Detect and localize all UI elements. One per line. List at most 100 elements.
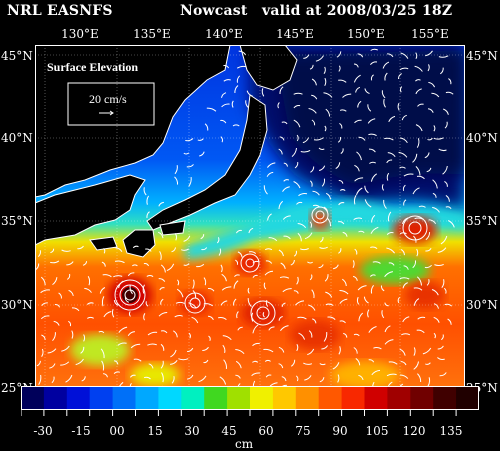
current-vector: [370, 246, 378, 250]
korean-peninsula: [35, 174, 146, 246]
current-vector: [311, 289, 315, 299]
current-vector: [302, 137, 310, 144]
current-vector: [342, 93, 352, 98]
lon-label-155: 155°E: [411, 27, 449, 41]
current-vector: [278, 316, 283, 321]
lon-label-135: 135°E: [133, 27, 171, 41]
current-vector: [252, 260, 259, 264]
current-vector: [220, 264, 223, 273]
lon-label-145: 145°E: [276, 27, 314, 41]
current-vector: [235, 374, 241, 379]
current-vector: [298, 332, 306, 340]
current-vector: [83, 334, 86, 342]
current-vector: [438, 55, 449, 58]
kuroshio-front: [185, 201, 465, 260]
current-vector: [384, 302, 389, 307]
current-vector: [100, 348, 105, 359]
current-vector: [370, 48, 379, 51]
current-vector: [399, 348, 406, 356]
current-vector: [265, 374, 272, 378]
current-vector: [246, 90, 253, 97]
current-vector: [53, 320, 60, 326]
colorbar-cell: [112, 386, 136, 410]
orange-patch-south: [330, 361, 400, 389]
current-vector: [87, 275, 91, 286]
current-vector: [355, 357, 361, 366]
current-vector: [356, 296, 360, 305]
current-vector: [263, 348, 274, 353]
current-vector: [437, 247, 447, 253]
colorbar-cell: [89, 386, 114, 410]
current-vector: [298, 192, 308, 197]
current-vector: [127, 331, 135, 336]
current-vector: [381, 310, 385, 319]
current-vector: [113, 300, 119, 306]
current-vector: [339, 122, 343, 129]
current-vector: [447, 220, 455, 228]
current-vector: [291, 359, 296, 367]
current-vector: [364, 199, 372, 208]
lat-label-35-left: 35°N: [1, 214, 33, 228]
current-vector: [86, 302, 94, 305]
current-vector: [84, 287, 92, 293]
colorbar-cell: [250, 386, 274, 410]
sea-surface-elevation-map: Surface Elevation 20 cm/s: [35, 45, 465, 403]
current-vector: [264, 359, 271, 362]
current-vector: [312, 318, 317, 324]
current-vector: [384, 339, 394, 345]
current-vector: [132, 245, 139, 249]
model-name: NRL EASNFS: [7, 3, 113, 19]
current-vector: [425, 362, 431, 365]
colorbar-label: 60: [258, 424, 274, 438]
colorbar-cell: [43, 386, 68, 410]
colorbar-label: 105: [365, 424, 389, 438]
current-vector: [338, 180, 344, 184]
current-vector: [282, 186, 290, 192]
current-vector: [87, 316, 94, 319]
eddy-swirls: [114, 206, 428, 326]
current-vector: [204, 123, 209, 131]
current-vector: [218, 248, 222, 256]
current-vectors: [35, 48, 455, 399]
valid-time: valid at 2008/03/25 18Z: [262, 3, 453, 19]
current-vector: [113, 371, 120, 374]
current-vector: [416, 276, 422, 286]
current-vector: [340, 148, 344, 155]
current-vector: [200, 234, 205, 240]
current-vector: [433, 316, 440, 323]
current-vector: [370, 274, 376, 277]
current-vector: [232, 124, 240, 127]
current-vector: [353, 217, 363, 221]
current-vector: [61, 249, 71, 252]
current-vector: [437, 345, 444, 350]
current-vector: [266, 162, 276, 168]
current-vector: [220, 136, 224, 143]
current-vector: [332, 362, 340, 370]
current-vector: [188, 332, 191, 339]
current-vector: [325, 108, 331, 117]
lat-label-35-right: 35°N: [466, 214, 498, 228]
current-vector: [297, 232, 302, 242]
current-vector: [143, 187, 147, 196]
current-vector: [222, 344, 226, 354]
current-vector: [439, 372, 447, 377]
current-vector: [54, 304, 61, 308]
current-vector: [425, 50, 433, 57]
current-vector: [236, 75, 241, 83]
current-vector: [427, 108, 434, 113]
current-vector: [236, 311, 239, 319]
current-vector: [414, 65, 423, 72]
meander-eddy: [310, 210, 330, 230]
colorbar-label: -30: [33, 424, 53, 438]
current-vector: [312, 190, 320, 196]
current-vector: [49, 363, 56, 369]
current-vector: [388, 115, 396, 123]
current-vector: [384, 271, 393, 278]
current-vector: [146, 195, 150, 205]
current-vector: [443, 287, 447, 294]
current-vector: [245, 100, 249, 108]
current-vector: [283, 179, 290, 182]
current-vector: [413, 235, 417, 243]
current-vector: [308, 108, 317, 114]
current-vector: [77, 245, 84, 250]
